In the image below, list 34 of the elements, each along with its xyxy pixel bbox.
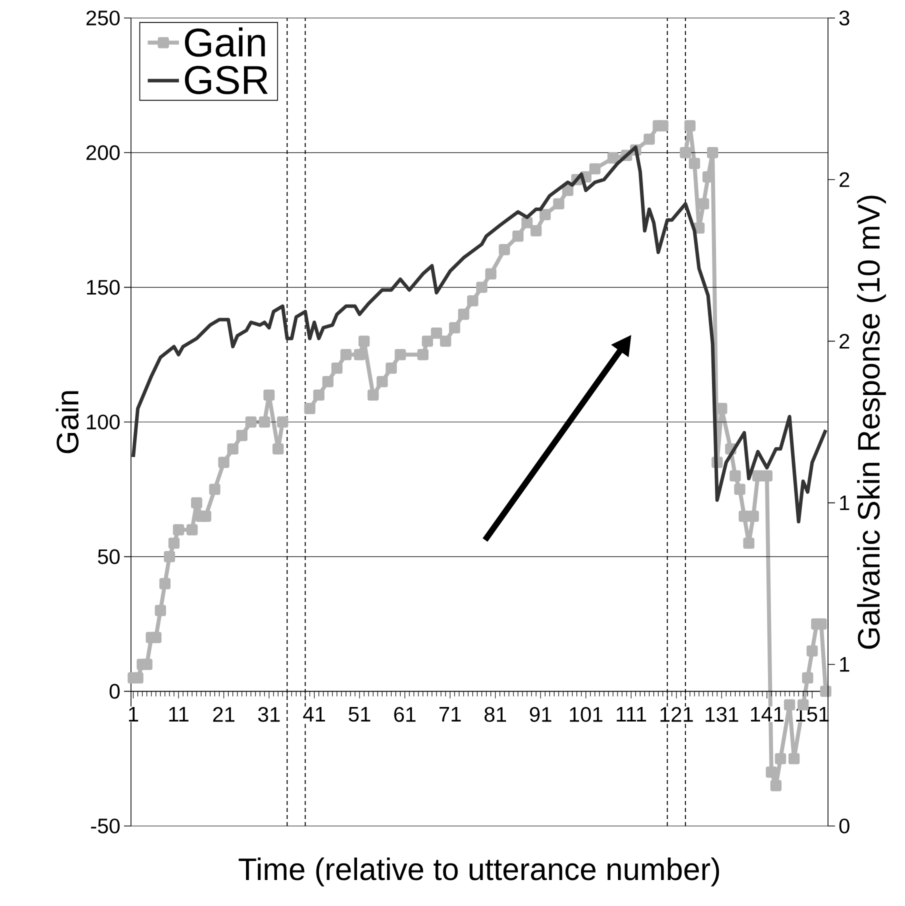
x-tick-label: 91 [530, 707, 552, 722]
x-tick-label: 51 [348, 707, 370, 722]
y2-tick-label: 1 [840, 657, 850, 672]
x-tick-label: 131 [706, 707, 738, 722]
y2-tick-label: 1 [840, 496, 850, 510]
line-series [132, 146, 828, 524]
legend-label: Gain [184, 27, 265, 57]
x-axis-title: Time (relative to utterance number) [238, 858, 720, 886]
x-tick-label: 81 [484, 707, 506, 722]
x-tick-label: 61 [394, 707, 416, 722]
y2-tick-label: 0 [839, 818, 850, 834]
x-tick-label: 1 [129, 707, 138, 722]
x-tick-label: 41 [303, 707, 325, 722]
x-tick-label: 111 [616, 707, 646, 722]
y-tick-label: -50 [91, 818, 120, 834]
y-tick-label: 200 [86, 145, 120, 160]
x-tick-label: 11 [169, 707, 188, 722]
y-tick-label: 50 [98, 549, 120, 564]
y2-axis-title: Galvanic Skin Response (10 mV) [857, 196, 886, 649]
y2-tick-label: 2 [840, 172, 850, 187]
x-tick-label: 101 [570, 707, 602, 722]
x-tick-label: 121 [660, 707, 693, 722]
y-axis-title: Gain [56, 391, 79, 454]
legend-label: GSR [184, 66, 268, 94]
y2-tick-label: 3 [839, 10, 850, 26]
y-tick-label: 250 [86, 10, 120, 26]
y-tick-label: 0 [110, 684, 120, 699]
x-tick-label: 71 [439, 707, 461, 722]
x-tick-label: 31 [258, 707, 280, 722]
x-tick-label: 21 [213, 707, 234, 722]
x-tick-label: 141 [750, 707, 784, 722]
y2-tick-label: 2 [840, 334, 850, 349]
y-tick-label: 100 [87, 414, 120, 430]
y-tick-label: 150 [87, 280, 120, 295]
